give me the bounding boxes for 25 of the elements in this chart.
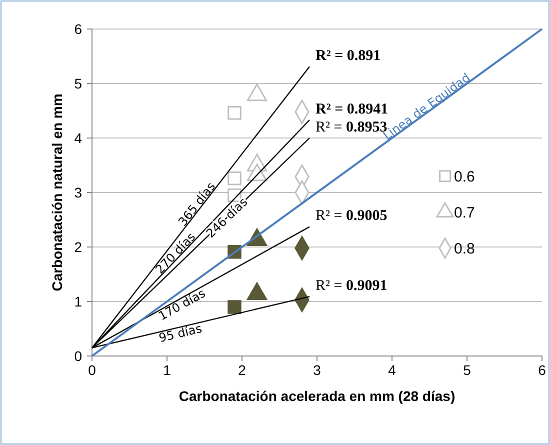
legend-label: 0.7 bbox=[454, 204, 475, 222]
annotation: R² = 0.9005 bbox=[316, 208, 388, 224]
x-tick-label: 2 bbox=[238, 362, 246, 378]
y-tick-label: 4 bbox=[74, 130, 82, 146]
y-tick-label: 0 bbox=[74, 348, 82, 364]
annotation: R² = 0.9091 bbox=[316, 278, 388, 294]
x-tick-label: 3 bbox=[313, 362, 322, 378]
annotation: R² = 0.8941 bbox=[316, 101, 388, 118]
y-tick-label: 2 bbox=[74, 238, 82, 255]
x-tick-label: 5 bbox=[463, 362, 472, 378]
x-tick-label: 6 bbox=[538, 362, 546, 378]
text: 95 días bbox=[158, 321, 204, 345]
y-tick-label: 1 bbox=[74, 293, 82, 310]
x-axis-title: Carbonatación acelerada en mm (28 días) bbox=[178, 388, 456, 404]
y-axis-title: Carbonatación natural en mm bbox=[49, 94, 65, 292]
x-tick-label: 0 bbox=[88, 362, 96, 378]
y-tick-label: 5 bbox=[74, 75, 82, 92]
legend-label: 0.8 bbox=[454, 240, 475, 258]
x-tick-label: 4 bbox=[388, 362, 396, 378]
y-tick-label: 6 bbox=[74, 20, 82, 37]
y-tick-label: 3 bbox=[74, 184, 82, 200]
x-tick-label: 1 bbox=[163, 362, 172, 378]
annotation: R² = 0.891 bbox=[316, 48, 381, 64]
legend-label: 0.6 bbox=[454, 168, 475, 186]
text: 170 días bbox=[156, 286, 208, 324]
